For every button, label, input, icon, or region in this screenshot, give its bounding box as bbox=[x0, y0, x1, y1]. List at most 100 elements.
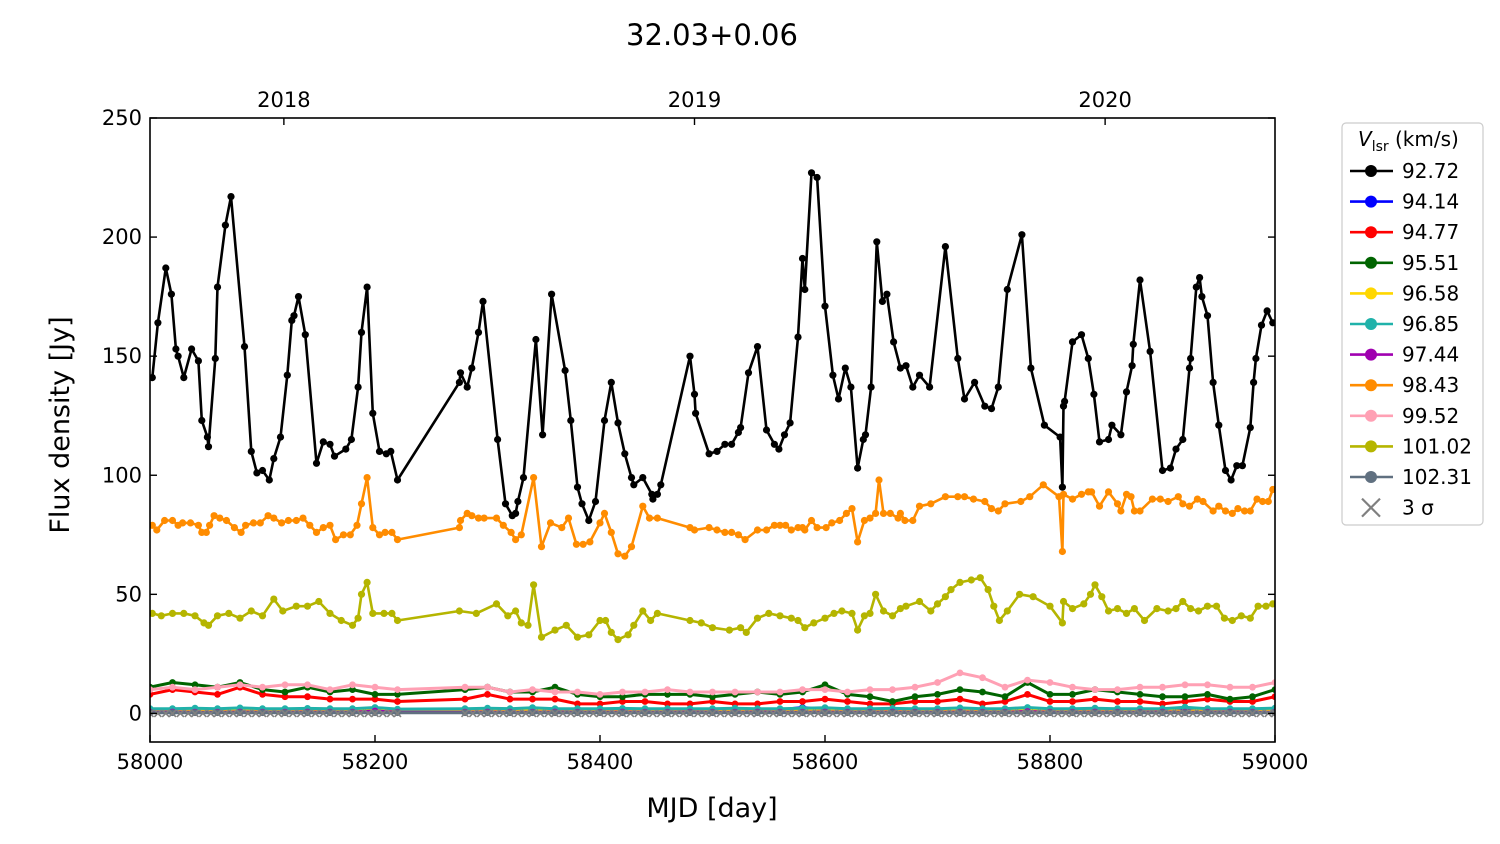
data-point bbox=[619, 688, 626, 696]
legend-marker bbox=[1365, 165, 1377, 177]
data-point bbox=[551, 626, 559, 634]
x-tick-label: 58200 bbox=[342, 750, 409, 774]
data-point bbox=[279, 607, 287, 615]
data-point bbox=[990, 602, 998, 610]
data-point bbox=[472, 609, 480, 618]
data-point bbox=[349, 681, 356, 689]
data-point bbox=[1209, 507, 1217, 515]
data-point bbox=[844, 688, 851, 696]
data-point bbox=[1159, 693, 1166, 701]
y-tick-label: 250 bbox=[102, 106, 142, 130]
data-point bbox=[776, 698, 784, 705]
data-point bbox=[1254, 602, 1262, 610]
data-point bbox=[1068, 338, 1077, 346]
data-point bbox=[1091, 686, 1099, 693]
data-point bbox=[1194, 607, 1203, 615]
data-point bbox=[558, 524, 566, 532]
sigma3-marker bbox=[505, 709, 515, 718]
data-point bbox=[240, 343, 249, 351]
data-point bbox=[829, 371, 837, 379]
data-point bbox=[204, 443, 213, 451]
sigma3-marker bbox=[566, 709, 575, 718]
data-point bbox=[530, 581, 538, 589]
data-point bbox=[1127, 493, 1135, 501]
sigma3-marker bbox=[1098, 709, 1107, 718]
data-point bbox=[848, 505, 856, 513]
data-point bbox=[926, 383, 934, 391]
data-point bbox=[653, 609, 662, 618]
data-point bbox=[1130, 605, 1138, 613]
sigma3-marker bbox=[1211, 709, 1220, 718]
sigma3-marker bbox=[626, 709, 635, 718]
data-point bbox=[775, 445, 783, 453]
data-point bbox=[1098, 593, 1106, 601]
data-point bbox=[1046, 698, 1054, 705]
data-point bbox=[1253, 495, 1261, 503]
data-point bbox=[551, 683, 559, 691]
data-point bbox=[896, 605, 905, 613]
data-point bbox=[290, 312, 298, 320]
top-year-label: 2020 bbox=[1078, 88, 1131, 112]
data-point bbox=[994, 383, 1002, 391]
data-point bbox=[1174, 493, 1182, 501]
sigma3-marker bbox=[266, 709, 275, 718]
data-point bbox=[573, 633, 582, 641]
sigma3-marker bbox=[378, 709, 387, 718]
data-point bbox=[1226, 695, 1234, 703]
sigma3-marker bbox=[918, 709, 927, 718]
x-tick-label: 58600 bbox=[792, 750, 859, 774]
sigma3-marker bbox=[904, 709, 913, 718]
legend-marker bbox=[1365, 409, 1377, 422]
data-point bbox=[627, 543, 636, 551]
data-point bbox=[283, 371, 291, 379]
data-point bbox=[281, 688, 289, 696]
data-point bbox=[765, 609, 773, 618]
data-point bbox=[861, 431, 870, 439]
data-point bbox=[1269, 319, 1275, 327]
data-point bbox=[664, 686, 671, 693]
legend-item-94.14: 94.14 bbox=[1350, 190, 1459, 214]
sigma3-marker bbox=[206, 709, 215, 718]
data-point bbox=[1148, 495, 1156, 503]
data-point bbox=[468, 512, 476, 520]
sigma3-marker bbox=[896, 709, 905, 718]
data-point bbox=[537, 633, 546, 641]
data-point bbox=[1017, 497, 1025, 506]
legend-item-101.02: 101.02 bbox=[1350, 434, 1472, 458]
sigma3-marker bbox=[828, 709, 837, 718]
data-point bbox=[388, 528, 396, 537]
sigma3-marker bbox=[483, 709, 492, 718]
data-point bbox=[1024, 691, 1031, 698]
data-point bbox=[947, 586, 955, 594]
data-point bbox=[1114, 686, 1121, 693]
data-point bbox=[1091, 581, 1099, 589]
sigma3-markers bbox=[150, 709, 1275, 718]
data-point bbox=[312, 459, 321, 467]
data-point bbox=[1269, 600, 1275, 608]
sigma3-marker bbox=[1053, 709, 1062, 718]
data-point bbox=[686, 700, 694, 708]
data-point bbox=[1136, 691, 1144, 698]
data-point bbox=[1185, 364, 1194, 372]
data-point bbox=[1203, 312, 1212, 320]
data-point bbox=[1077, 331, 1086, 339]
data-point bbox=[216, 514, 224, 522]
data-point bbox=[499, 521, 507, 529]
data-point bbox=[614, 636, 622, 644]
data-point bbox=[1046, 691, 1054, 698]
sigma3-marker bbox=[1129, 709, 1138, 718]
sigma3-marker bbox=[251, 709, 260, 718]
series-line bbox=[151, 476, 1275, 558]
data-point bbox=[484, 691, 491, 698]
data-point bbox=[744, 369, 753, 377]
data-point bbox=[573, 483, 582, 491]
sigma3-marker bbox=[589, 709, 598, 718]
data-point bbox=[1159, 700, 1166, 708]
sigma3-marker bbox=[296, 709, 305, 718]
sigma3-marker bbox=[1219, 709, 1228, 718]
data-point bbox=[600, 416, 609, 425]
data-point bbox=[879, 509, 888, 517]
data-point bbox=[154, 319, 162, 327]
data-point bbox=[281, 681, 289, 689]
sigma3-marker bbox=[693, 709, 702, 718]
